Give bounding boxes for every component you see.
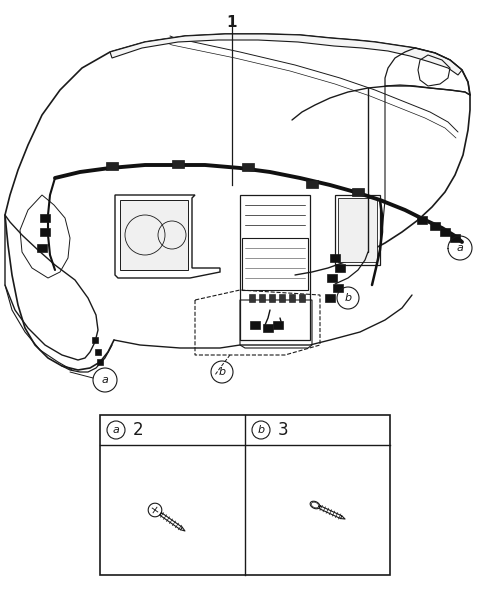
Text: a: a (102, 375, 108, 385)
Bar (450, 234, 460, 242)
Text: 1: 1 (227, 15, 237, 30)
Bar (37, 244, 47, 252)
Bar (97, 359, 103, 365)
Bar (95, 349, 101, 355)
Text: 2: 2 (132, 421, 144, 439)
Bar (306, 180, 318, 188)
Bar (40, 214, 50, 222)
Polygon shape (338, 198, 377, 262)
Bar (327, 274, 337, 282)
Bar (417, 216, 427, 224)
Bar (249, 294, 255, 302)
Bar (106, 162, 118, 170)
Polygon shape (110, 34, 462, 75)
Bar (289, 294, 295, 302)
Polygon shape (120, 200, 188, 270)
Text: a: a (113, 425, 120, 435)
Bar (40, 228, 50, 236)
Text: b: b (218, 367, 226, 377)
Bar (242, 163, 254, 171)
Bar (335, 264, 345, 272)
Text: 3: 3 (278, 421, 288, 439)
Text: a: a (456, 243, 463, 253)
Bar (279, 294, 285, 302)
Bar (330, 254, 340, 262)
Bar (92, 337, 98, 343)
Bar (430, 222, 440, 230)
Bar (269, 294, 275, 302)
Bar (172, 160, 184, 168)
Bar (263, 324, 273, 332)
Bar (333, 284, 343, 292)
Bar (250, 321, 260, 329)
Bar (273, 321, 283, 329)
Bar (299, 294, 305, 302)
Bar (352, 188, 364, 196)
Bar (100, 415, 390, 575)
Bar (325, 294, 335, 302)
Bar (440, 228, 450, 236)
Text: b: b (257, 425, 264, 435)
Text: b: b (345, 293, 351, 303)
Bar (259, 294, 265, 302)
